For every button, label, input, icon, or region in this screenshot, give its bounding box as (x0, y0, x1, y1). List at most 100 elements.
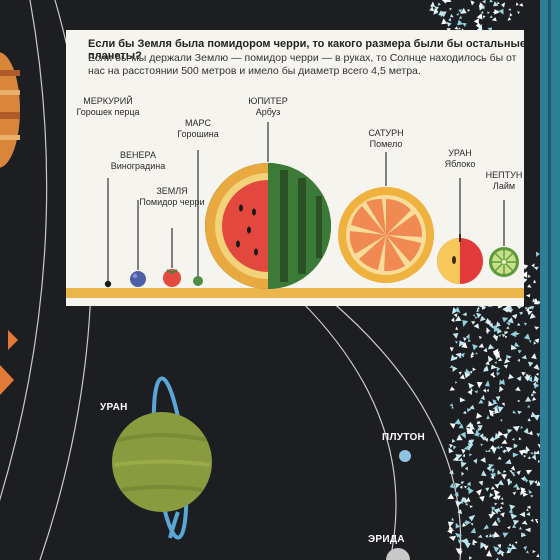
debris-fragment (498, 8, 504, 15)
striped-planet-fragment (0, 52, 20, 168)
debris-fragment (448, 526, 453, 530)
debris-fragment (462, 410, 467, 414)
debris-fragment (521, 355, 527, 360)
debris-fragment (472, 367, 476, 372)
label-venus: ВЕНЕРА Виноградина (110, 150, 166, 171)
debris-fragment (526, 505, 531, 510)
debris-fragment (535, 372, 539, 376)
debris-fragment (498, 549, 505, 555)
debris-fragment (469, 556, 473, 560)
debris-fragment (458, 9, 463, 13)
debris-fragment (512, 452, 519, 458)
debris-fragment (528, 340, 532, 343)
debris-fragment (531, 353, 537, 360)
debris-fragment (491, 533, 496, 537)
peppercorn-icon (104, 280, 112, 288)
debris-fragment (501, 474, 507, 480)
debris-fragment (474, 316, 478, 320)
debris-fragment (489, 445, 496, 450)
debris-fragment (513, 519, 520, 526)
debris-fragment (451, 317, 455, 323)
debris-fragment (460, 352, 465, 358)
debris-fragment (458, 27, 461, 30)
debris-fragment (506, 326, 510, 329)
debris-fragment (508, 508, 513, 514)
debris-fragment (487, 11, 490, 15)
debris-fragment (524, 479, 529, 483)
debris-fragment (527, 404, 530, 408)
debris-fragment (451, 517, 455, 521)
debris-fragment (488, 409, 495, 416)
debris-fragment (455, 326, 459, 330)
debris-fragment (516, 305, 522, 310)
eris-planet (386, 548, 410, 560)
debris-fragment (461, 522, 467, 527)
debris-fragment (493, 1, 499, 7)
debris-fragment (500, 512, 505, 518)
debris-fragment (500, 378, 505, 385)
debris-fragment (525, 307, 528, 310)
debris-fragment (464, 485, 468, 489)
debris-fragment (498, 334, 501, 337)
debris-fragment (530, 451, 533, 455)
debris-fragment (493, 489, 500, 497)
debris-fragment (501, 333, 506, 338)
debris-fragment (519, 511, 526, 518)
debris-fragment (507, 307, 513, 312)
debris-fragment (487, 449, 491, 452)
debris-fragment (518, 437, 522, 441)
debris-fragment (465, 333, 470, 340)
debris-fragment (496, 323, 500, 327)
debris-fragment (492, 335, 499, 342)
debris-fragment (532, 390, 537, 394)
debris-fragment (494, 407, 499, 413)
asteroid-shard (0, 365, 14, 395)
debris-fragment (512, 410, 517, 414)
debris-fragment (463, 337, 467, 342)
debris-fragment (488, 533, 493, 538)
label-mercury: МЕРКУРИЙ Горошек перца (76, 96, 140, 117)
debris-fragment (459, 485, 463, 489)
label-saturn: САТУРН Помело (368, 128, 404, 149)
debris-fragment (488, 400, 494, 407)
debris-fragment (460, 481, 465, 485)
debris-fragment (470, 527, 476, 534)
debris-fragment (521, 532, 527, 538)
debris-fragment (459, 355, 463, 359)
debris-fragment (493, 325, 500, 332)
debris-fragment (460, 538, 468, 544)
pomelo-icon (338, 187, 434, 283)
debris-fragment (486, 320, 492, 326)
debris-fragment (534, 338, 540, 344)
debris-fragment (501, 439, 508, 444)
debris-fragment (448, 17, 452, 22)
debris-fragment (536, 383, 539, 387)
debris-fragment (449, 347, 454, 352)
debris-fragment (508, 373, 514, 380)
debris-fragment (517, 350, 522, 354)
debris-fragment (506, 354, 511, 360)
debris-fragment (497, 479, 504, 486)
debris-fragment (511, 313, 518, 319)
debris-fragment (493, 531, 500, 538)
debris-fragment (468, 514, 476, 522)
debris-fragment (457, 509, 463, 515)
debris-fragment (533, 298, 539, 305)
debris-fragment (476, 312, 482, 319)
debris-fragment (505, 446, 513, 453)
debris-fragment (453, 313, 458, 318)
debris-fragment (507, 429, 513, 434)
debris-fragment (449, 386, 456, 391)
debris-fragment (524, 527, 531, 533)
debris-fragment (472, 344, 478, 351)
debris-fragment (528, 489, 533, 494)
debris-fragment (497, 406, 504, 413)
debris-fragment (482, 0, 486, 4)
debris-fragment (507, 317, 514, 324)
debris-fragment (492, 348, 499, 355)
card-title: Если бы Земля была помидором черри, то к… (88, 38, 527, 62)
debris-fragment (454, 418, 462, 425)
debris-fragment (533, 375, 540, 382)
debris-fragment (468, 370, 473, 374)
